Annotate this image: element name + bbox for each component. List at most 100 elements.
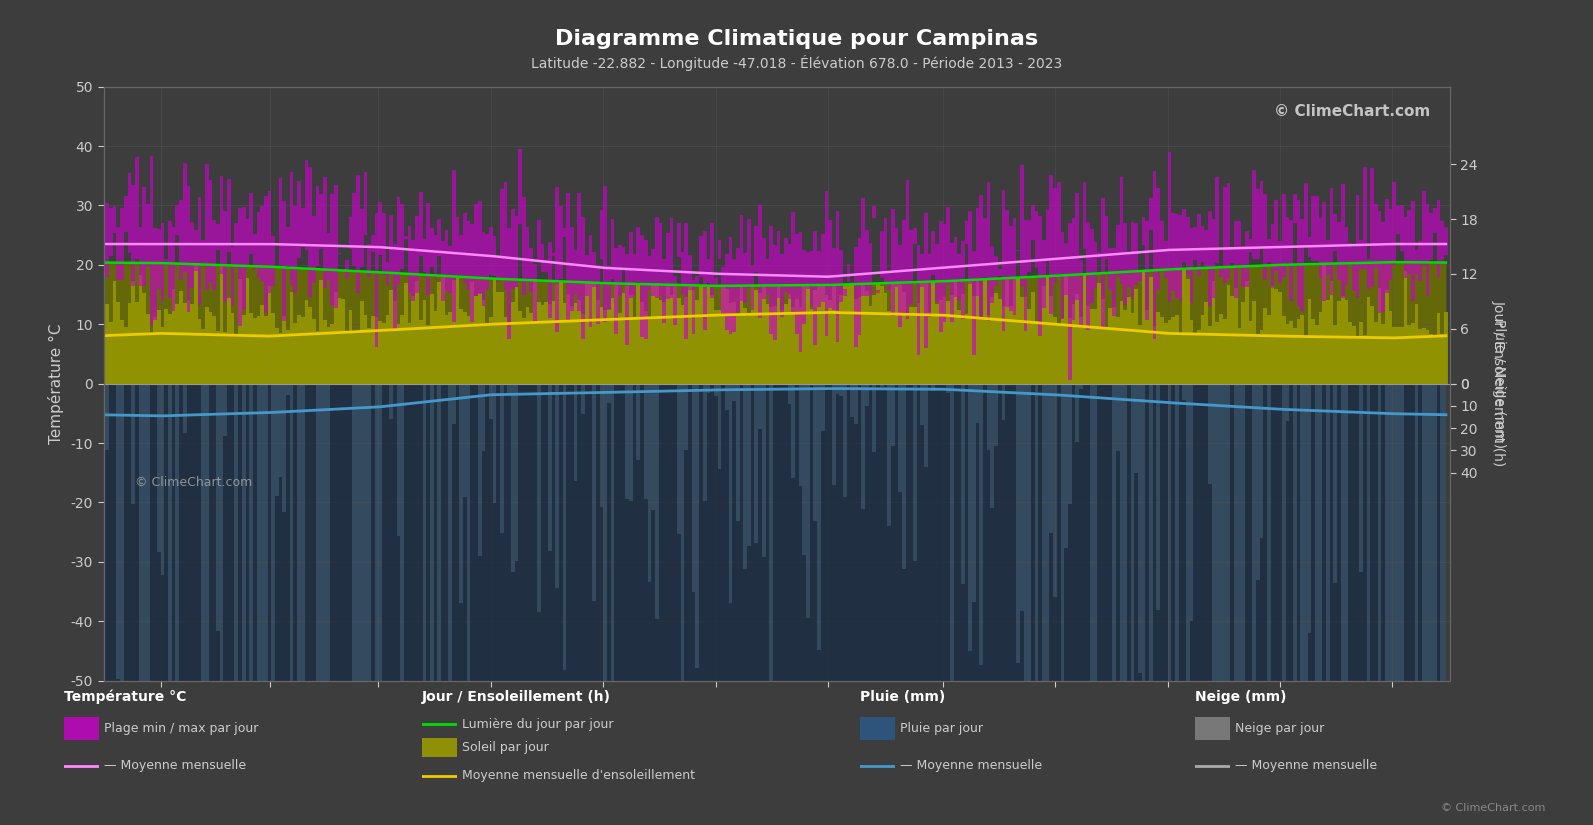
Bar [1027, 220, 1031, 272]
Bar [1204, 302, 1207, 384]
Bar [1429, 213, 1434, 260]
Bar [787, 294, 792, 384]
Bar [164, 384, 169, 681]
Bar [1426, 330, 1429, 384]
Bar [1263, 384, 1266, 681]
Y-axis label: Pluie / Neige (mm): Pluie / Neige (mm) [1491, 319, 1505, 448]
Bar [1031, 291, 1035, 384]
Bar [994, 293, 997, 384]
Bar [1311, 384, 1314, 681]
Bar [416, 384, 419, 681]
Bar [172, 289, 175, 384]
Bar [1086, 222, 1090, 330]
Bar [607, 266, 610, 309]
Bar [1341, 185, 1344, 299]
Bar [290, 172, 293, 285]
Bar [688, 285, 691, 384]
Bar [1164, 241, 1168, 278]
Bar [699, 285, 703, 384]
Bar [1106, 384, 1109, 681]
Bar [736, 521, 739, 681]
Bar [658, 223, 663, 295]
Bar [1131, 222, 1134, 299]
Bar [312, 319, 315, 384]
Bar [393, 384, 397, 681]
Bar [416, 216, 419, 293]
Bar [1411, 323, 1415, 384]
Bar [1212, 281, 1215, 384]
Bar [352, 331, 357, 384]
Bar [1294, 328, 1297, 384]
Bar [1246, 231, 1249, 287]
Bar [567, 295, 570, 384]
Bar [621, 248, 626, 267]
Text: © ClimeChart.com: © ClimeChart.com [135, 476, 253, 489]
Bar [658, 300, 663, 384]
Bar [529, 384, 534, 681]
Bar [795, 234, 798, 334]
Bar [691, 290, 696, 384]
Bar [523, 384, 526, 681]
Bar [868, 243, 873, 295]
Bar [781, 254, 784, 317]
Bar [1403, 271, 1407, 384]
Bar [127, 384, 131, 681]
Bar [994, 257, 997, 285]
Bar [910, 230, 913, 304]
Bar [758, 205, 761, 318]
Bar [335, 292, 338, 384]
Bar [744, 309, 747, 384]
Bar [293, 323, 298, 384]
Bar [846, 264, 851, 282]
Bar [212, 316, 217, 384]
Bar [1266, 315, 1271, 384]
Bar [1035, 210, 1039, 268]
Bar [691, 280, 696, 333]
Bar [1392, 182, 1395, 266]
Bar [957, 254, 961, 301]
Bar [183, 303, 186, 384]
Bar [761, 238, 766, 299]
Bar [862, 284, 865, 384]
Bar [585, 256, 588, 296]
Bar [304, 160, 307, 250]
Bar [744, 569, 747, 681]
Bar [1176, 315, 1179, 384]
Bar [895, 283, 898, 384]
Bar [559, 281, 562, 384]
Bar [728, 238, 733, 333]
Bar [1106, 327, 1109, 384]
Bar [534, 384, 537, 681]
Bar [997, 384, 1002, 681]
Bar [1212, 219, 1215, 298]
Bar [1381, 222, 1384, 312]
Bar [722, 384, 725, 681]
Bar [1252, 301, 1255, 384]
Bar [943, 224, 946, 323]
Bar [876, 384, 879, 681]
Bar [1370, 168, 1375, 287]
Bar [938, 300, 943, 384]
Bar [556, 284, 559, 384]
Bar [304, 299, 307, 384]
Bar [1249, 384, 1252, 681]
Bar [1426, 205, 1429, 296]
Bar [680, 252, 685, 294]
Bar [526, 307, 529, 384]
Bar [537, 302, 540, 384]
Bar [776, 285, 781, 384]
Bar [1027, 309, 1031, 384]
Bar [389, 419, 393, 681]
Bar [916, 304, 921, 384]
Bar [452, 170, 456, 322]
Bar [427, 384, 430, 681]
Bar [884, 293, 887, 384]
Bar [386, 315, 389, 384]
Bar [1094, 243, 1098, 288]
Bar [452, 280, 456, 384]
Bar [459, 309, 464, 384]
Bar [1322, 384, 1325, 681]
Bar [739, 285, 744, 384]
Bar [497, 257, 500, 282]
Bar [153, 317, 158, 384]
